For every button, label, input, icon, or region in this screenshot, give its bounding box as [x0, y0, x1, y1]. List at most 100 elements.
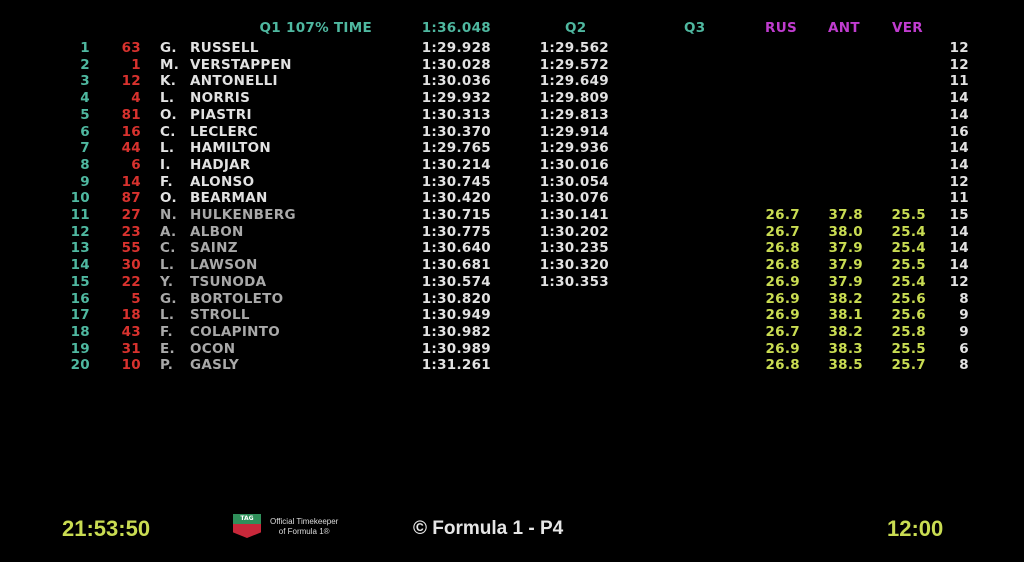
laps: 11	[949, 190, 969, 207]
position: 17	[70, 307, 90, 324]
position: 1	[80, 40, 90, 56]
driver-name: STROLL	[190, 307, 250, 324]
car-number: 43	[121, 323, 141, 340]
laps: 12	[949, 173, 969, 190]
driver-initial: F.	[160, 323, 173, 340]
q2-time: 1:29.562	[539, 40, 609, 56]
driver-name: COLAPINTO	[190, 323, 281, 340]
sector-header-ver: VER	[892, 20, 923, 36]
driver-name: TSUNODA	[190, 273, 267, 290]
car-number: 14	[121, 173, 141, 190]
position: 7	[80, 140, 90, 157]
q1-time: 1:30.949	[421, 307, 491, 324]
car-number: 31	[121, 340, 141, 357]
driver-name: NORRIS	[190, 90, 251, 107]
q2-time: 1:30.353	[539, 273, 609, 290]
sector-ver: 25.6	[891, 290, 926, 307]
sector-ant: 37.9	[828, 257, 863, 274]
q1-time: 1:30.820	[421, 290, 491, 307]
q2-time: 1:30.076	[539, 190, 609, 207]
laps: 14	[949, 106, 969, 123]
driver-initial: M.	[160, 56, 180, 73]
laps: 12	[949, 273, 969, 290]
car-number: 22	[121, 273, 141, 290]
driver-initial: F.	[160, 173, 173, 190]
q2-time: 1:30.016	[539, 156, 609, 173]
position: 11	[70, 207, 90, 223]
position: 15	[70, 273, 90, 290]
car-number: 81	[121, 106, 141, 123]
q1-time: 1:30.214	[421, 156, 491, 173]
sector-rus: 26.9	[765, 290, 800, 307]
remaining-time: 12:00	[887, 516, 944, 541]
driver-name: HADJAR	[190, 156, 251, 173]
sector-header-ant: ANT	[828, 20, 860, 36]
q2-time: 1:30.141	[539, 207, 609, 223]
driver-initial: I.	[160, 156, 171, 173]
driver-name: HULKENBERG	[190, 207, 296, 223]
sector-ant: 38.1	[828, 307, 863, 324]
q1-time: 1:30.982	[421, 323, 491, 340]
q2-time: 1:29.914	[539, 123, 609, 140]
q2-time: 1:29.813	[539, 106, 609, 123]
position: 13	[70, 240, 90, 257]
driver-initial: C.	[160, 123, 176, 140]
sector-rus: 26.9	[765, 307, 800, 324]
sector-ver: 25.6	[891, 307, 926, 324]
position: 8	[80, 156, 90, 173]
sector-ver: 25.4	[891, 240, 926, 257]
q1-time: 1:31.261	[421, 357, 491, 374]
driver-name: ALBON	[190, 223, 244, 240]
driver-name: LAWSON	[190, 257, 258, 274]
position: 14	[70, 257, 90, 274]
laps: 12	[949, 56, 969, 73]
driver-initial: A.	[160, 223, 177, 240]
car-number: 30	[121, 257, 141, 274]
sector-ant: 38.2	[828, 290, 863, 307]
car-number: 5	[131, 290, 141, 307]
q1-time: 1:30.313	[421, 106, 491, 123]
position: 2	[80, 56, 90, 73]
position: 20	[70, 357, 90, 374]
q2-time: 1:30.202	[539, 223, 609, 240]
driver-initial: O.	[160, 106, 177, 123]
q2-time: 1:29.572	[539, 56, 609, 73]
sector-rus: 26.9	[765, 340, 800, 357]
car-number: 63	[121, 40, 141, 56]
car-number: 18	[121, 307, 141, 324]
position: 4	[80, 90, 90, 107]
driver-initial: P.	[160, 357, 174, 374]
q1-time: 1:30.574	[421, 273, 491, 290]
car-number: 44	[121, 140, 141, 157]
q2-time: 1:29.936	[539, 140, 609, 157]
position: 19	[70, 340, 90, 357]
driver-initial: L.	[160, 90, 175, 107]
driver-name: VERSTAPPEN	[190, 56, 292, 73]
driver-initial: E.	[160, 340, 175, 357]
q2-time: 1:29.649	[539, 73, 609, 90]
sector-rus: 26.8	[765, 240, 800, 257]
car-number: 6	[131, 156, 141, 173]
car-number: 10	[121, 357, 141, 374]
driver-initial: Y.	[160, 273, 174, 290]
car-number: 12	[121, 73, 141, 90]
sector-rus: 26.8	[765, 357, 800, 374]
q1-time: 1:30.420	[421, 190, 491, 207]
laps: 9	[959, 323, 969, 340]
timekeeper-text: Official Timekeeper of Formula 1®	[270, 517, 338, 537]
laps: 6	[959, 340, 969, 357]
driver-initial: L.	[160, 307, 175, 324]
sector-ant: 38.2	[828, 323, 863, 340]
tag-heuer-logo: TAG	[233, 514, 261, 540]
laps: 14	[949, 257, 969, 274]
driver-name: GASLY	[190, 357, 240, 374]
driver-initial: L.	[160, 257, 175, 274]
timekeeper-line-2: of Formula 1®	[278, 527, 330, 536]
car-number: 87	[121, 190, 141, 207]
sector-header-rus: RUS	[765, 20, 797, 36]
q1-time: 1:30.640	[421, 240, 491, 257]
car-number: 23	[121, 223, 141, 240]
driver-name: ALONSO	[190, 173, 255, 190]
q1-time: 1:29.928	[421, 40, 491, 56]
laps: 15	[949, 207, 969, 223]
